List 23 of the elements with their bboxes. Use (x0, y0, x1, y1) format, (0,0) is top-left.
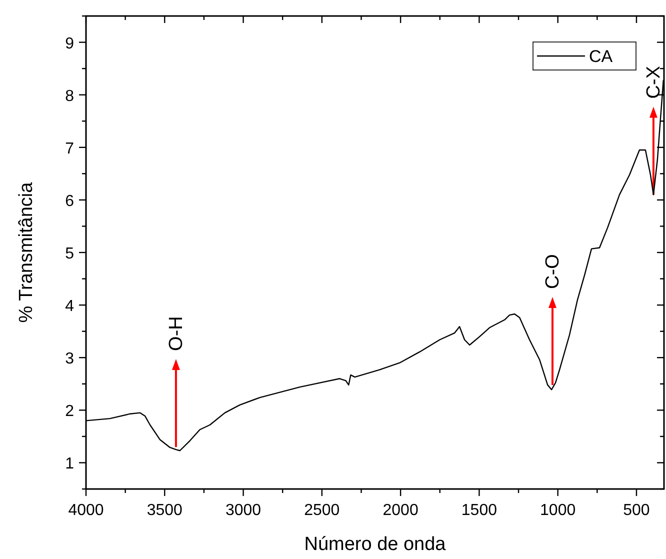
y-tick-label: 8 (65, 88, 74, 105)
x-tick-label: 2000 (382, 502, 418, 519)
legend-label: CA (589, 47, 614, 66)
y-tick-label: 9 (65, 35, 74, 52)
y-tick-label: 7 (65, 140, 74, 158)
x-tick-label: 1000 (540, 502, 576, 519)
x-tick-label: 1500 (461, 502, 498, 519)
x-tick-label: 3500 (146, 502, 183, 519)
y-tick-label: 6 (65, 192, 74, 210)
annotation: C-O (542, 254, 564, 289)
x-tick-label: 3000 (225, 502, 262, 519)
y-tick-label: 5 (65, 246, 74, 262)
y-axis-title: % Transmitância (16, 182, 37, 323)
y-tick-label: 1 (65, 456, 74, 473)
y-tick-label: 2 (65, 403, 74, 420)
x-tick-label: 4000 (68, 502, 104, 519)
x-tick-label: 500 (623, 502, 650, 519)
x-tick-label: 2500 (304, 502, 340, 519)
annotation: O-H (166, 316, 187, 351)
y-tick-label: 4 (65, 298, 74, 316)
x-axis-title: Número de onda (304, 534, 446, 555)
annotation: C-X (643, 66, 664, 99)
y-tick-label: 3 (65, 350, 74, 368)
